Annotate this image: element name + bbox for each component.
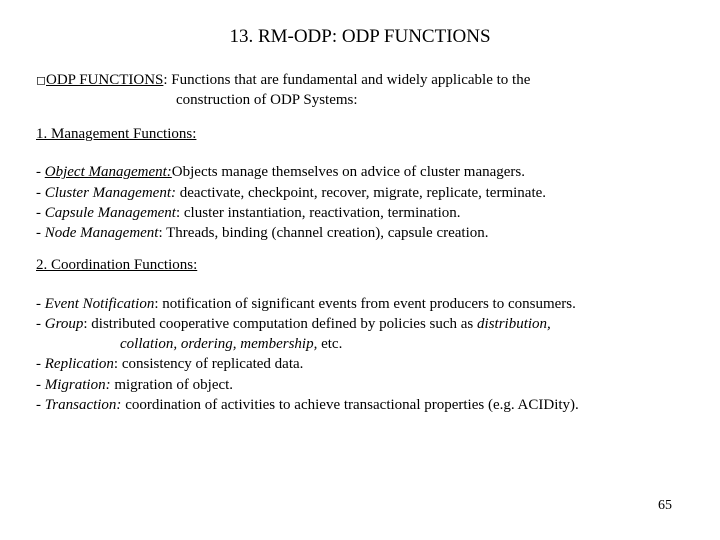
item-desc: coordination of activities to achieve tr… xyxy=(125,397,579,413)
item-tail-em: distribution, xyxy=(477,316,551,332)
list-item: - Object Management:Objects manage thems… xyxy=(36,162,684,182)
item-name: Event Notification xyxy=(45,296,155,312)
item-name: Migration: xyxy=(45,377,115,393)
section-1-heading: 1. Management Functions: xyxy=(36,124,684,144)
section-2-heading: 2. Coordination Functions: xyxy=(36,255,684,275)
list-item: - Replication: consistency of replicated… xyxy=(36,354,684,374)
list-item: - Node Management: Threads, binding (cha… xyxy=(36,223,684,243)
list-item: - Migration: migration of object. xyxy=(36,375,684,395)
list-item: - Event Notification: notification of si… xyxy=(36,294,684,314)
slide-title: 13. RM-ODP: ODP FUNCTIONS xyxy=(36,24,684,50)
item-name: Group xyxy=(45,316,84,332)
list-item: - Cluster Management: deactivate, checkp… xyxy=(36,183,684,203)
item-desc: : consistency of replicated data. xyxy=(114,356,304,372)
list-item: - Capsule Management: cluster instantiat… xyxy=(36,203,684,223)
item-name: Transaction: xyxy=(45,397,125,413)
intro-term: ODP FUNCTIONS xyxy=(46,72,163,88)
item-desc: Objects manage themselves on advice of c… xyxy=(172,164,525,180)
item-name: Object Management: xyxy=(45,164,172,180)
intro-def-line2: construction of ODP Systems: xyxy=(176,90,358,110)
section-2: 2. Coordination Functions: - Event Notif… xyxy=(36,255,684,415)
item-name: Cluster Management: xyxy=(45,185,180,201)
item-line2-rest: etc. xyxy=(317,336,342,352)
item-name: Capsule Management xyxy=(45,205,176,221)
item-desc: : cluster instantiation, reactivation, t… xyxy=(176,205,461,221)
bullet-glyph: ◻ xyxy=(36,72,46,88)
item-desc: : notification of significant events fro… xyxy=(154,296,576,312)
item-desc: deactivate, checkpoint, recover, migrate… xyxy=(180,185,546,201)
item-desc: migration of object. xyxy=(114,377,233,393)
intro-block: ◻ODP FUNCTIONS: Functions that are funda… xyxy=(36,70,684,111)
item-desc: : distributed cooperative computation de… xyxy=(83,316,477,332)
intro-def-line1: : Functions that are fundamental and wid… xyxy=(163,72,530,88)
item-line2-em: collation, ordering, membership, xyxy=(120,336,317,352)
item-name: Node Management xyxy=(45,225,159,241)
section-1: 1. Management Functions: - Object Manage… xyxy=(36,124,684,243)
item-name: Replication xyxy=(45,356,114,372)
item-desc: : Threads, binding (channel creation), c… xyxy=(158,225,488,241)
list-item: - Group: distributed cooperative computa… xyxy=(36,314,684,355)
list-item: - Transaction: coordination of activitie… xyxy=(36,395,684,415)
page-number: 65 xyxy=(658,497,672,516)
